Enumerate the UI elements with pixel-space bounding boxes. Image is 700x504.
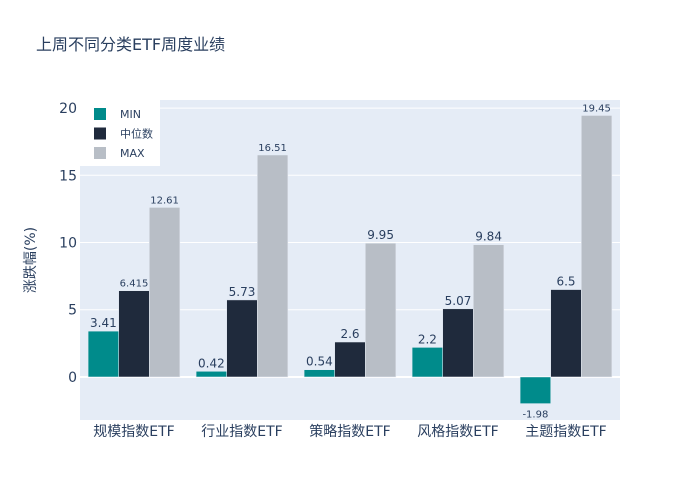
- legend-label[interactable]: MIN: [120, 108, 141, 121]
- bar-value-label: 0.54: [306, 355, 333, 369]
- y-tick-label: 15: [59, 168, 77, 184]
- y-tick-label: 10: [59, 236, 77, 252]
- y-tick-label: 0: [68, 370, 77, 386]
- bar-value-label: 16.51: [258, 143, 287, 154]
- x-tick-label: 策略指数ETF: [309, 423, 390, 440]
- bar-value-label: 5.07: [445, 294, 472, 308]
- legend-swatch[interactable]: [94, 127, 106, 140]
- y-tick-labels: 0 5 10 15 20: [59, 101, 77, 386]
- bar[interactable]: [118, 290, 150, 378]
- x-tick-label: 规模指数ETF: [93, 424, 174, 440]
- bar[interactable]: [87, 330, 119, 378]
- legend-box: [80, 100, 160, 166]
- bar[interactable]: [149, 207, 181, 378]
- bar[interactable]: [473, 244, 505, 378]
- x-tick-label: 主题指数ETF: [525, 424, 606, 440]
- bar[interactable]: [442, 308, 474, 378]
- bar-value-label: 3.41: [90, 316, 117, 330]
- bar-value-label: 19.45: [582, 103, 611, 114]
- bar[interactable]: [411, 347, 443, 378]
- legend-swatch[interactable]: [94, 108, 106, 120]
- x-tick-label: 风格指数ETF: [417, 424, 498, 440]
- y-tick-label: 5: [68, 303, 77, 319]
- y-tick-label: 20: [59, 101, 77, 117]
- bar-value-labels: 3.41 6.415 12.61 0.42 5.73 16.51 0.54 2.6 9.95 2.…: [90, 103, 611, 420]
- legend-label[interactable]: 中位数: [120, 127, 153, 141]
- x-tick-label: 行业指数ETF: [201, 424, 282, 440]
- bar-value-label: 2.2: [418, 332, 437, 346]
- bar[interactable]: [581, 115, 613, 378]
- bar-value-label: 6.5: [556, 275, 575, 289]
- bar-value-label: 6.415: [120, 279, 149, 290]
- legend-swatch[interactable]: [94, 147, 106, 159]
- bar[interactable]: [334, 341, 366, 378]
- bar[interactable]: [226, 299, 258, 378]
- bar[interactable]: [257, 154, 289, 378]
- x-tick-labels: 规模指数ETF 行业指数ETF 策略指数ETF 风格指数ETF 主题指数ETF: [93, 423, 606, 440]
- bar-value-label: 0.42: [198, 356, 225, 370]
- bar[interactable]: [303, 369, 335, 378]
- bar-value-label: 2.6: [340, 327, 359, 341]
- bar-value-label: 12.61: [150, 195, 179, 206]
- bar-value-label: 9.84: [475, 230, 502, 244]
- bar[interactable]: [365, 242, 397, 378]
- chart-title: 上周不同分类ETF周度业绩: [36, 35, 225, 54]
- legend-label[interactable]: MAX: [120, 147, 145, 160]
- y-axis-label: 涨跌幅(%): [23, 227, 39, 293]
- bar-value-label: 5.73: [229, 285, 256, 299]
- bar[interactable]: [195, 371, 227, 378]
- bar[interactable]: [550, 289, 582, 378]
- bar-value-label: 9.95: [367, 228, 394, 242]
- bar[interactable]: [519, 376, 551, 404]
- bars: [87, 115, 613, 404]
- legend[interactable]: MIN 中位数 MAX: [80, 100, 160, 166]
- bar-value-label: -1.98: [522, 410, 548, 421]
